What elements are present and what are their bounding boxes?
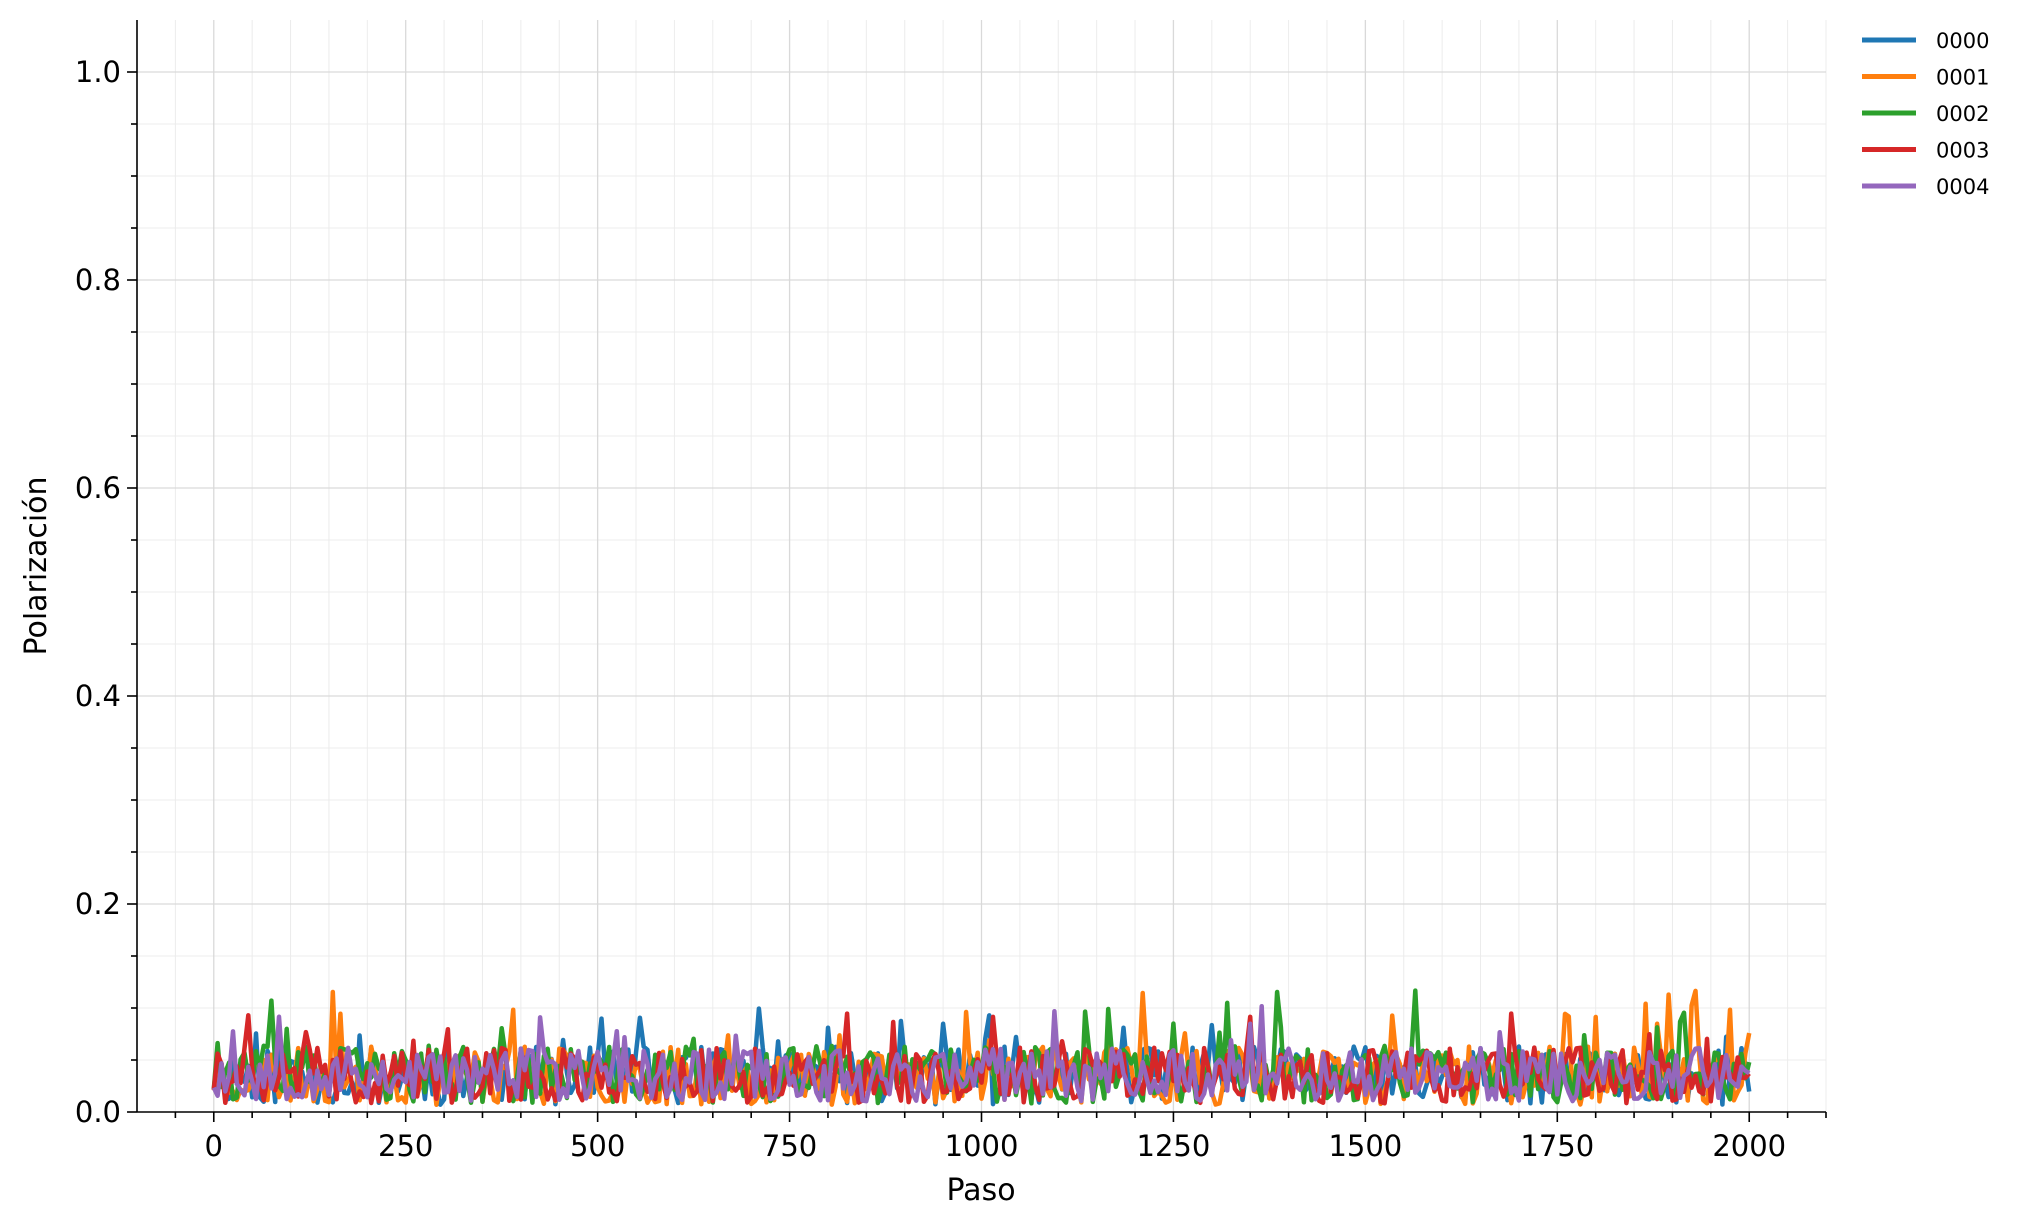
x-tick-label: 250 — [378, 1129, 433, 1163]
x-axis-label: Paso — [946, 1173, 1015, 1208]
legend-label: 0004 — [1936, 175, 1989, 199]
y-tick-label: 0.2 — [75, 887, 121, 921]
y-axis-label: Polarización — [19, 476, 54, 655]
ticks: 0 250 500 750 1000 1250 1500 1750 2000 0.0 0.2 0.4 0… — [75, 55, 1827, 1163]
x-tick-label: 2000 — [1712, 1129, 1786, 1163]
x-tick-label: 1000 — [945, 1129, 1019, 1163]
series-lines — [211, 988, 1752, 1107]
legend-label: 0002 — [1936, 102, 1989, 126]
grid — [137, 20, 1827, 1112]
series-line-0004 — [211, 1003, 1751, 1104]
x-tick-label: 1750 — [1520, 1129, 1594, 1163]
y-tick-label: 0.6 — [75, 471, 121, 505]
legend-label: 0003 — [1936, 139, 1989, 163]
y-tick-label: 1.0 — [75, 55, 121, 89]
x-tick-label: 1500 — [1328, 1129, 1402, 1163]
y-tick-label: 0.4 — [75, 679, 121, 713]
x-tick-label: 500 — [570, 1129, 625, 1163]
y-tick-label: 0.0 — [75, 1095, 121, 1129]
x-tick-label: 1250 — [1137, 1129, 1211, 1163]
y-tick-label: 0.8 — [75, 263, 121, 297]
legend-label: 0001 — [1936, 66, 1989, 90]
legend: 0000 0001 0002 0003 0004 — [1862, 29, 1989, 199]
x-tick-label: 0 — [205, 1129, 223, 1163]
legend-label: 0000 — [1936, 29, 1989, 53]
x-tick-label: 750 — [762, 1129, 817, 1163]
